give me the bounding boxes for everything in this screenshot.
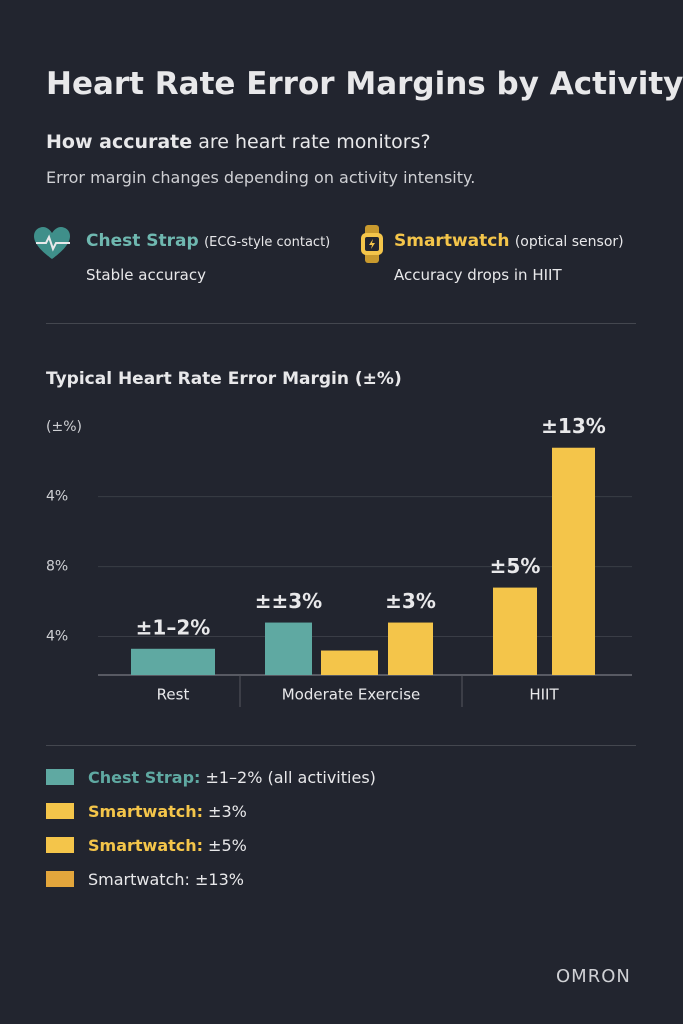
x-tick-label: Moderate Exercise [282, 686, 421, 704]
legend-label: Smartwatch: ±13% [88, 869, 244, 889]
watch-icon [361, 225, 383, 263]
bar [321, 650, 378, 675]
legend: Chest Strap: ±1–2% (all activities) Smartw… [46, 760, 376, 896]
divider [46, 745, 636, 746]
bar [265, 622, 312, 675]
bar [493, 587, 537, 675]
bar [552, 447, 595, 675]
legend-label: Smartwatch: [88, 801, 204, 821]
legend-item: Smartwatch: ±13% [46, 862, 376, 896]
y-tick-label: 4% [46, 629, 68, 645]
device-name: Smartwatch [394, 231, 510, 251]
value-label: ±±3% [255, 589, 322, 613]
divider [46, 323, 636, 324]
chart: Typical Heart Rate Error Margin (±%) (±%… [46, 369, 632, 707]
legend-detail: ±5% [208, 835, 247, 855]
legend-swatch [46, 803, 74, 819]
legend-label: Chest Strap: [88, 767, 201, 787]
device-detail: (optical sensor) [514, 234, 624, 250]
bar [131, 648, 215, 675]
y-tick-label: 8% [46, 559, 68, 575]
device-note: Accuracy drops in HIIT [394, 266, 562, 284]
device-note: Stable accuracy [86, 266, 206, 284]
subtitle-bold: How accurate [46, 131, 193, 153]
description: Error margin changes depending on activi… [46, 168, 476, 187]
legend-swatch [46, 769, 74, 785]
device-watch: Smartwatch (optical sensor) [394, 231, 624, 251]
device-detail: (ECG-style contact) [204, 235, 331, 250]
subtitle-rest: are heart rate monitors? [198, 131, 431, 153]
x-tick-label: Rest [157, 686, 190, 704]
y-tick-label: 4% [46, 489, 68, 505]
heart-icon [34, 227, 70, 259]
legend-item: Smartwatch: ±5% [46, 828, 376, 862]
legend-detail: ±3% [208, 801, 247, 821]
brand-logo: OMRON [556, 966, 631, 987]
value-label: ±13% [541, 414, 606, 438]
device-name: Chest Strap [86, 231, 199, 251]
bar [388, 622, 433, 675]
x-tick-label: HIIT [529, 686, 559, 704]
y-axis-label: (±%) [46, 419, 82, 435]
legend-item: Chest Strap: ±1–2% (all activities) [46, 760, 376, 794]
legend-swatch [46, 837, 74, 853]
legend-detail: ±1–2% (all activities) [205, 767, 376, 787]
device-chest: Chest Strap (ECG-style contact) [86, 231, 330, 251]
value-label: ±5% [490, 554, 541, 578]
value-label: ±1–2% [136, 615, 211, 639]
legend-swatch [46, 871, 74, 887]
chart-title: Typical Heart Rate Error Margin (±%) [46, 369, 402, 389]
subtitle: How accurate are heart rate monitors? [46, 131, 431, 153]
legend-label: Smartwatch: [88, 835, 204, 855]
legend-item: Smartwatch: ±3% [46, 794, 376, 828]
value-label: ±3% [385, 589, 436, 613]
title: Heart Rate Error Margins by Activity [46, 66, 683, 102]
